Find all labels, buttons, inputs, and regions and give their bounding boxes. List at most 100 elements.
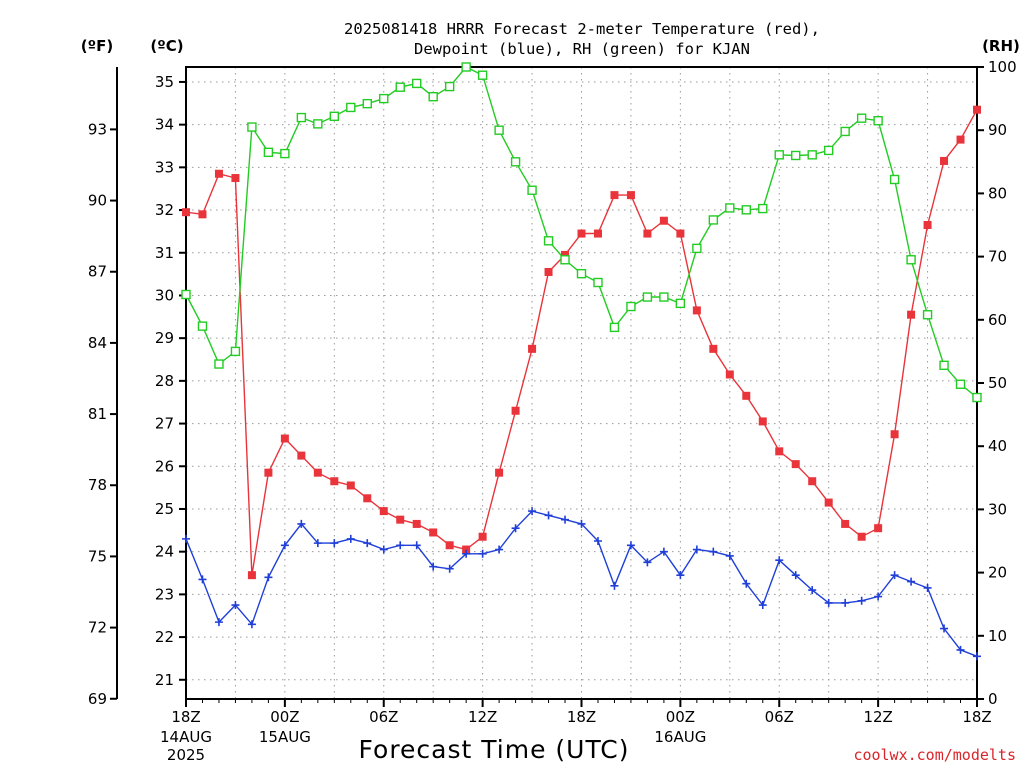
temperature-point <box>231 174 240 183</box>
temperature-point <box>940 156 949 165</box>
rh-point <box>576 268 587 279</box>
rh-point <box>659 292 669 302</box>
rh-tick-label: 10 <box>988 627 1007 645</box>
dewpoint-point <box>231 601 240 610</box>
temperature-point <box>462 545 471 554</box>
rh-tick-label: 70 <box>988 248 1007 266</box>
rh-point <box>181 289 191 300</box>
rh-point <box>412 78 422 89</box>
rh-point <box>939 360 949 371</box>
temperature-point <box>445 541 454 550</box>
x-tick-sublabel: 15AUG <box>259 728 311 746</box>
dewpoint-point <box>659 547 668 556</box>
dewpoint-point <box>412 541 421 550</box>
temperature-series <box>182 105 981 580</box>
dewpoint-point <box>874 592 883 601</box>
temperature-point <box>907 310 916 319</box>
temperature-point <box>330 477 339 486</box>
temperature-point <box>363 494 372 503</box>
rh-point <box>428 92 438 102</box>
fahrenheit-tick-label: 81 <box>88 405 107 423</box>
celsius-tick-label: 23 <box>155 585 174 603</box>
temperature-point <box>297 451 306 460</box>
x-tick-label: 00Z <box>270 708 299 726</box>
dewpoint-point <box>247 620 256 629</box>
x-tick-label: 18Z <box>171 708 200 726</box>
dewpoint-point <box>824 598 833 607</box>
temperature-point <box>626 191 635 200</box>
rh-point <box>741 205 751 215</box>
dewpoint-point <box>742 579 751 588</box>
dewpoint-point <box>478 549 487 558</box>
rh-point <box>774 150 784 160</box>
rh-tick-label: 90 <box>988 121 1007 139</box>
series-layer <box>181 62 982 661</box>
celsius-tick-label: 22 <box>155 628 174 646</box>
dewpoint-point <box>264 573 273 582</box>
rh-point <box>906 255 916 265</box>
dewpoint-point <box>561 515 570 524</box>
rh-tick-label: 0 <box>988 690 998 708</box>
temperature-point <box>923 221 932 229</box>
chart-title-line-1: 2025081418 HRRR Forecast 2-meter Tempera… <box>344 20 820 38</box>
rh-point <box>840 126 850 137</box>
rh-point <box>675 298 686 309</box>
temperature-point <box>182 208 190 217</box>
rh-point <box>313 119 323 129</box>
x-tick-label: 06Z <box>369 708 398 726</box>
temperature-point <box>808 477 817 486</box>
rh-tick-label: 30 <box>988 500 1007 518</box>
temperature-point <box>824 498 833 507</box>
x-tick-label: 12Z <box>468 708 497 726</box>
temperature-point <box>264 468 273 477</box>
rh-tick-label: 80 <box>988 184 1007 202</box>
rh-point <box>477 70 488 80</box>
temperature-point <box>429 528 438 537</box>
temperature-point <box>874 524 883 533</box>
dewpoint-point <box>396 541 405 550</box>
dewpoint-point <box>857 596 866 605</box>
fahrenheit-tick-label: 75 <box>88 547 107 565</box>
rh-tick-label: 60 <box>988 311 1007 329</box>
celsius-tick-label: 30 <box>155 286 174 304</box>
temperature-point <box>725 370 734 379</box>
dewpoint-point <box>643 558 652 567</box>
rh-point <box>889 174 900 185</box>
celsius-tick-label: 28 <box>155 372 174 390</box>
x-tick-label: 18Z <box>567 708 596 726</box>
temperature-point <box>577 229 586 238</box>
rh-point <box>510 157 521 167</box>
dewpoint-point <box>841 598 850 607</box>
dewpoint-point <box>956 645 965 654</box>
dewpoint-point <box>214 618 223 627</box>
x-tick-label: 18Z <box>962 708 991 726</box>
fahrenheit-unit-label: (ºF) <box>81 37 113 55</box>
rh-point <box>758 203 768 214</box>
rh-tick-label: 100 <box>988 58 1017 76</box>
celsius-tick-label: 31 <box>155 244 174 262</box>
temperature-point <box>511 406 520 415</box>
temperature-point <box>528 344 537 353</box>
fahrenheit-tick-label: 69 <box>88 690 107 708</box>
rh-point <box>197 321 208 331</box>
rh-point <box>856 113 867 123</box>
temperature-point <box>280 434 289 443</box>
rh-point <box>461 62 471 72</box>
dewpoint-series <box>182 507 981 661</box>
fahrenheit-tick-label: 87 <box>88 263 107 281</box>
rh-point <box>230 346 241 357</box>
celsius-tick-label: 24 <box>155 543 174 561</box>
x-tick-sublabel: 14AUG <box>160 728 212 746</box>
rh-point <box>725 203 735 213</box>
temperature-point <box>561 250 570 259</box>
celsius-tick-label: 21 <box>155 671 174 689</box>
rh-point <box>329 111 340 121</box>
celsius-tick-label: 32 <box>155 201 174 219</box>
temperature-point <box>676 229 685 238</box>
temperature-point <box>346 481 355 490</box>
temperature-point <box>313 468 322 477</box>
dewpoint-point <box>379 545 388 554</box>
x-tick-label: 06Z <box>765 708 794 726</box>
dewpoint-point <box>692 545 701 554</box>
rh-point <box>626 301 636 312</box>
